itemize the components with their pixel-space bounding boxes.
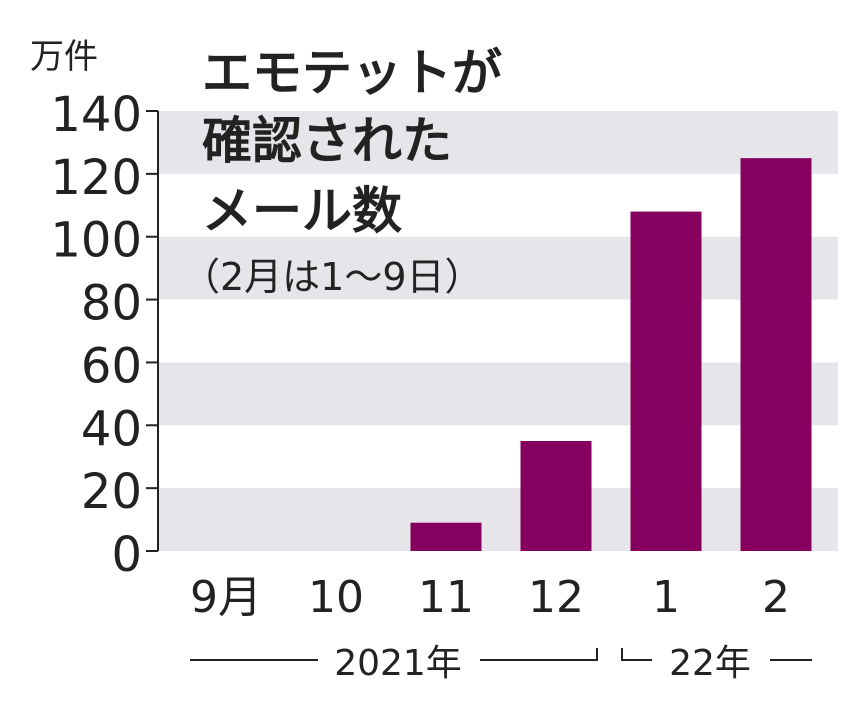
y-tick-label: 60	[81, 338, 142, 394]
grid-band	[158, 488, 838, 551]
bar	[520, 441, 592, 551]
x-tick-label: 12	[528, 572, 584, 623]
grid-band	[158, 236, 838, 300]
chart-title-line-3: メール数	[202, 182, 402, 240]
year-bracket-line	[480, 648, 598, 661]
y-tick-label: 80	[81, 276, 142, 332]
bar	[630, 211, 702, 552]
y-tick-label: 120	[50, 150, 142, 206]
bar	[740, 158, 812, 551]
y-tick-label: 0	[111, 527, 142, 583]
chart-title-line-2: 確認された	[202, 112, 452, 170]
y-tick-label: 100	[50, 213, 142, 269]
x-tick-label: 11	[418, 572, 474, 623]
chart-title-line-1: エモテットが	[202, 44, 502, 102]
y-tick-label: 20	[81, 464, 142, 520]
x-tick-label: 10	[308, 572, 364, 623]
y-tick-label: 140	[50, 87, 142, 143]
chart-subtitle: （2月は1〜9日）	[182, 255, 483, 299]
x-tick-label: 2	[762, 572, 790, 623]
year-bracket-line	[621, 648, 652, 661]
x-tick-label: 9月	[190, 572, 262, 623]
x-tick-label: 1	[652, 572, 680, 623]
y-axis-unit-label: 万件	[30, 37, 98, 77]
y-tick-label: 40	[81, 401, 142, 457]
year-label-22: 22年	[669, 643, 751, 684]
grid-band	[158, 362, 838, 426]
bar	[410, 522, 482, 551]
year-label-2021: 2021年	[334, 643, 462, 684]
grid-band	[158, 111, 838, 174]
